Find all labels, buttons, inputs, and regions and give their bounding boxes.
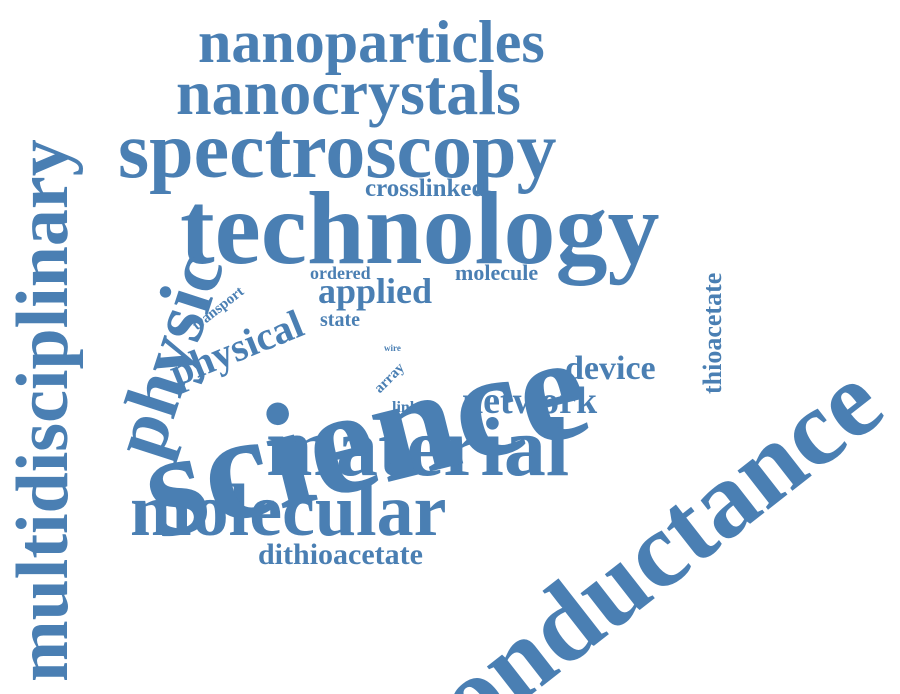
word-spectroscopy: spectroscopy [118,107,557,195]
word-molecule: molecule [455,260,539,285]
word-nanocrystals: nanocrystals [176,57,521,128]
word-dithioacetate: dithioacetate [258,538,423,571]
word-multidisciplinary: multidisciplinary [2,139,84,682]
word-technology: technology [180,171,660,286]
word-state: state [320,309,360,331]
word-material: material [266,401,570,494]
word-molecular: molecular [130,470,447,552]
word-thioacetate: thioacetate [698,272,727,394]
word-device: device [565,350,656,387]
word-ordered: ordered [310,263,371,283]
word-linker: linker [392,399,433,416]
word-nanoparticles: nanoparticles [198,9,545,75]
word-wire: wire [384,343,401,353]
word-crosslinked: crosslinked [365,175,486,202]
word-network: network [462,380,598,422]
word-applied: applied [318,271,433,311]
